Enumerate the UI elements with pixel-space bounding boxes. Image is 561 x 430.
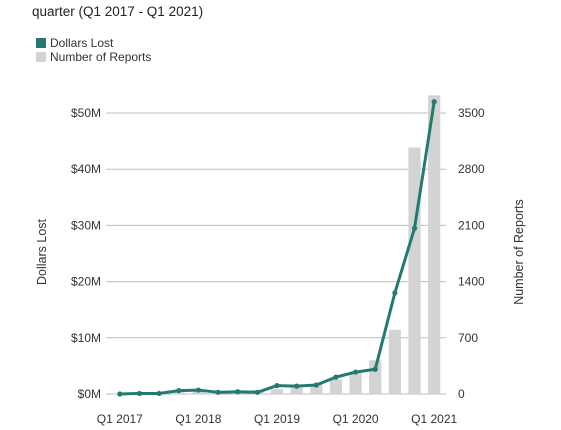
point-q4-2019 <box>333 374 339 380</box>
legend-label-number-of-reports: Number of Reports <box>50 50 151 64</box>
point-q2-2018 <box>215 389 221 395</box>
point-q4-2017 <box>176 388 182 394</box>
point-q3-2017 <box>156 390 162 397</box>
point-q2-2019 <box>294 383 300 389</box>
y-tick-label: $40M <box>71 162 101 176</box>
bar-q3-2019 <box>310 384 323 394</box>
line-dollars-lost <box>118 100 436 396</box>
bar-q1-2018 <box>192 391 205 394</box>
bar-q1-2021 <box>428 95 441 394</box>
bar-q3-2020 <box>388 329 401 394</box>
point-q3-2020 <box>392 290 398 296</box>
y2-tick-label: 3500 <box>458 106 485 120</box>
point-q4-2020 <box>411 225 418 231</box>
x-tick-label: Q1 2019 <box>254 412 300 426</box>
point-q1-2019 <box>274 382 280 389</box>
y-tick-label: $20M <box>71 275 101 289</box>
bar-q4-2019 <box>329 379 343 394</box>
point-q1-2017 <box>117 391 123 397</box>
x-tick-label: Q1 2020 <box>333 412 379 426</box>
point-q3-2018 <box>235 389 241 395</box>
legend-swatch-number-of-reports <box>36 52 46 62</box>
y2-tick-label: 1400 <box>458 275 485 289</box>
point-q3-2019 <box>313 382 319 388</box>
y-tick-label: $30M <box>71 218 101 232</box>
chart-title: quarter (Q1 2017 - Q1 2021) <box>32 4 203 19</box>
x-tick-label: Q1 2021 <box>411 412 457 426</box>
y-tick-label: $50M <box>71 106 101 120</box>
y2-tick-label: 0 <box>458 387 465 401</box>
y-tick-label: $0M <box>78 387 101 401</box>
legend-label-dollars-lost: Dollars Lost <box>50 36 114 50</box>
point-q1-2018 <box>195 387 202 393</box>
bar-q1-2019 <box>270 389 284 394</box>
point-q4-2018 <box>254 389 260 395</box>
point-q2-2020 <box>372 366 378 372</box>
y2-tick-label: 2100 <box>458 218 485 232</box>
bar-q2-2019 <box>290 387 303 394</box>
x-tick-label: Q1 2017 <box>97 412 143 426</box>
point-q1-2021 <box>431 99 437 105</box>
bar-q4-2020 <box>408 147 421 394</box>
bar-q1-2020 <box>349 371 362 394</box>
y-axis-title: Dollars Lost <box>35 218 49 285</box>
y2-axis-title: Number of Reports <box>512 199 526 305</box>
y-tick-label: $10M <box>71 331 101 345</box>
x-tick-label: Q1 2018 <box>175 412 221 426</box>
point-q1-2020 <box>352 369 359 375</box>
y2-tick-label: 2800 <box>458 162 485 176</box>
y2-tick-label: 700 <box>458 331 478 345</box>
point-q2-2017 <box>136 390 143 397</box>
legend-swatch-dollars-lost <box>36 38 46 48</box>
